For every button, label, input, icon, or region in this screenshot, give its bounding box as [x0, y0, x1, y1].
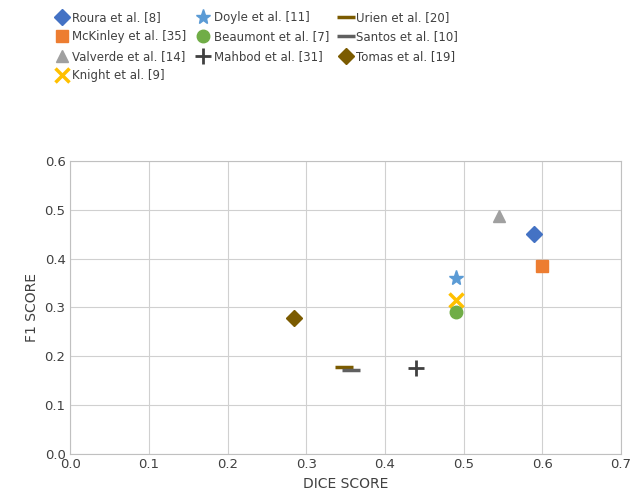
Y-axis label: F1 SCORE: F1 SCORE: [25, 273, 39, 342]
Legend: Roura et al. [8], McKinley et al. [35], Valverde et al. [14], Knight et al. [9],: Roura et al. [8], McKinley et al. [35], …: [57, 11, 458, 83]
X-axis label: DICE SCORE: DICE SCORE: [303, 477, 388, 491]
